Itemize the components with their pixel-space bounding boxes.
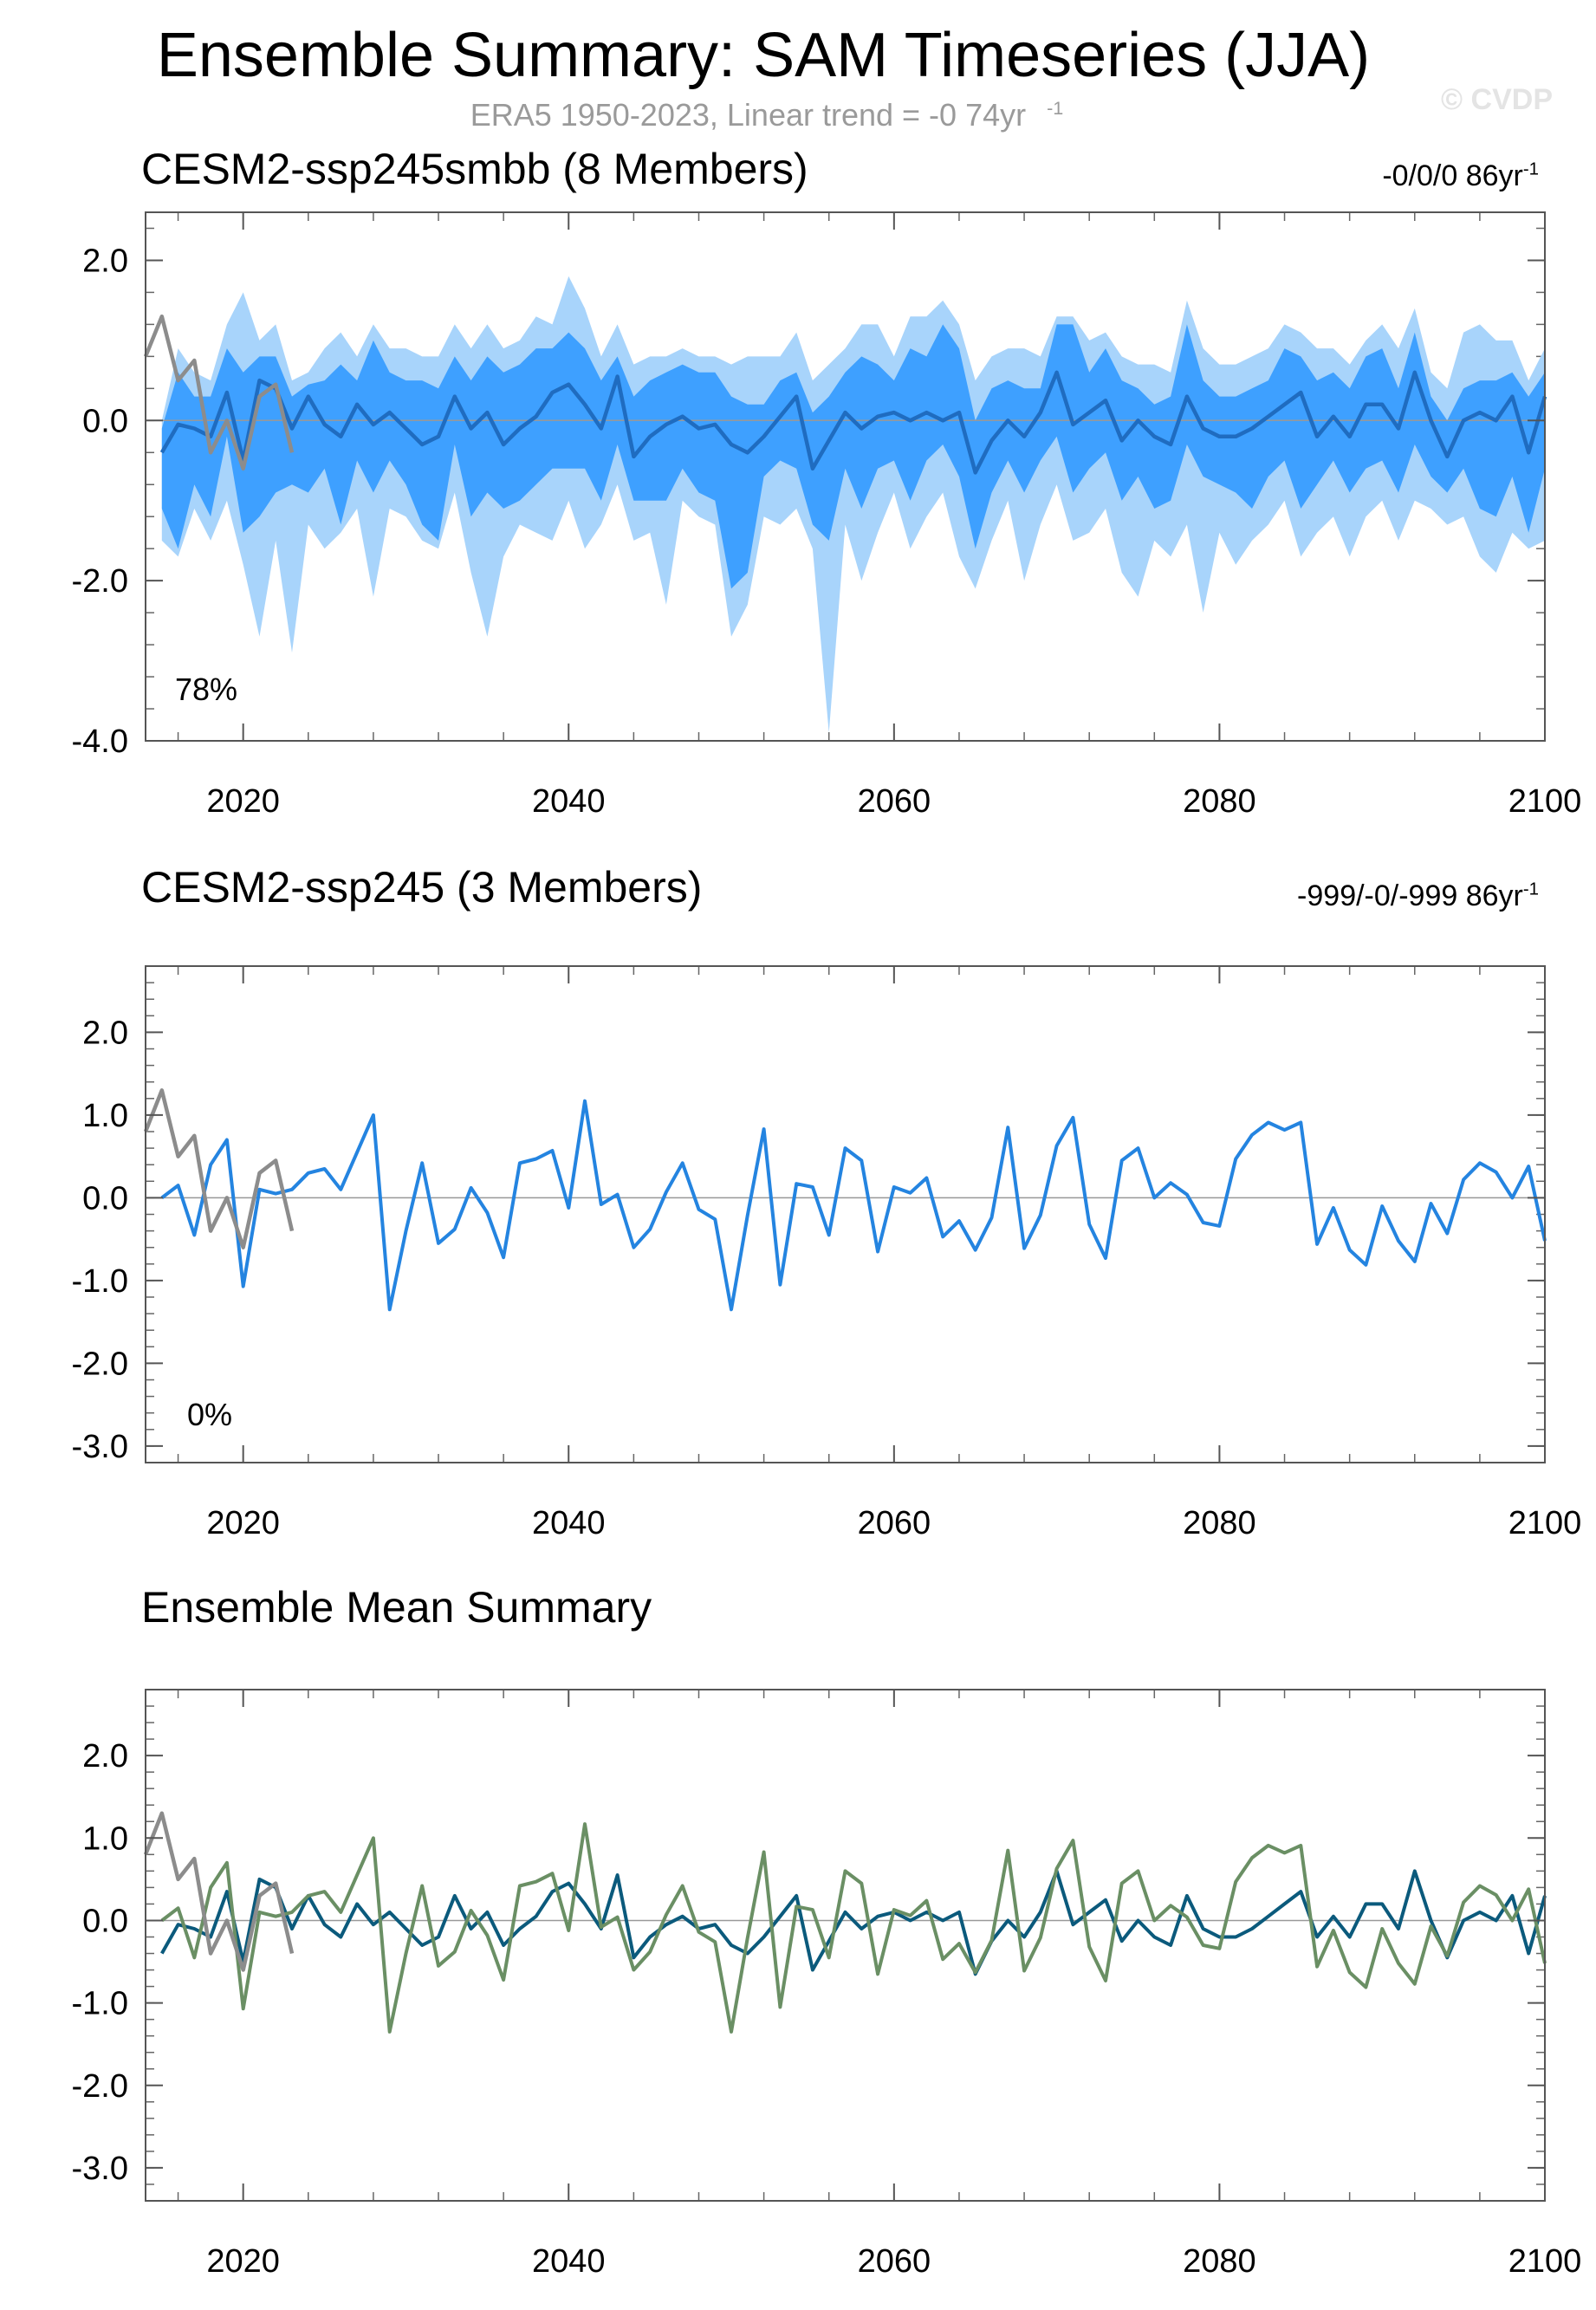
observation-line-era5 <box>143 1088 295 1249</box>
panel-trend-ssp245-sup: -1 <box>1522 879 1539 899</box>
y-tick-label: -3.0 <box>72 1429 128 1465</box>
x-tick-label: 2060 <box>858 1505 931 1541</box>
x-tick-label: 2080 <box>1183 1505 1256 1541</box>
panel-trend-smbb-text: -0/0/0 86yr <box>1382 159 1523 192</box>
y-tick-label: 2.0 <box>82 1015 128 1051</box>
percent-label: 0% <box>187 1397 232 1432</box>
y-tick-label: -2.0 <box>72 2068 128 2105</box>
y-tick-label: 0.0 <box>82 403 128 439</box>
series-line-mean <box>159 370 1547 475</box>
panel-mean: 2.0 1.0 0.0 -1.0 -2.0 -3.0 2020 2040 2060 2080 210… <box>72 1689 1582 2280</box>
y-tick-label: 0.0 <box>82 1903 128 1939</box>
y-tick-label: 0.0 <box>82 1180 128 1217</box>
observation-line-era5 <box>143 314 295 471</box>
x-tick-label: 2040 <box>532 2243 606 2280</box>
x-tick-label: 2080 <box>1183 2243 1256 2280</box>
x-tick-label: 2020 <box>206 1505 280 1541</box>
x-tick-label: 2020 <box>206 2243 280 2280</box>
plot-frame <box>145 211 1546 742</box>
chart-subtitle-sup: -1 <box>1047 97 1064 119</box>
x-tick-label: 2060 <box>858 2243 931 2280</box>
copyright-watermark: © CVDP <box>1441 83 1553 116</box>
x-tick-label: 2080 <box>1183 783 1256 820</box>
chart-subtitle-inner: ERA5 1950-2023, Linear trend = -0 74yr -1 <box>470 97 1064 133</box>
x-tick-label: 2100 <box>1508 2243 1582 2280</box>
chart-subtitle: ERA5 1950-2023, Linear trend = -0 74yr -1 <box>0 97 1596 133</box>
series-line-member <box>160 1099 1547 1312</box>
plot-frame <box>145 1689 1546 2202</box>
plot-frame <box>145 965 1546 1463</box>
panel-trend-smbb: -0/0/0 86yr-1 <box>1382 159 1539 193</box>
spread-band-outer <box>161 276 1545 733</box>
panel-title-ssp245: CESM2-ssp245 (3 Members) <box>141 863 703 912</box>
y-tick-label: -4.0 <box>72 723 128 760</box>
series-line-mean_smbb <box>160 1869 1547 1976</box>
panel-ssp245: 2.0 1.0 0.0 -1.0 -2.0 -3.0 2020 2040 2060 2080 210… <box>72 965 1582 1541</box>
chart-title-text: Ensemble Summary: SAM Timeseries (JJA) <box>156 21 1371 90</box>
series-line-mean_ssp245 <box>160 1822 1547 2034</box>
panel-trend-ssp245-text: -999/-0/-999 86yr <box>1297 879 1523 912</box>
observation-line-era5 <box>143 1811 295 1972</box>
y-tick-label: 1.0 <box>82 1820 128 1857</box>
y-tick-label: -3.0 <box>72 2151 128 2187</box>
y-tick-label: 2.0 <box>82 243 128 279</box>
panel-trend-smbb-sup: -1 <box>1522 159 1539 179</box>
y-tick-label: -1.0 <box>72 1263 128 1300</box>
y-tick-label: 2.0 <box>82 1738 128 1775</box>
panel-title-smbb: CESM2-ssp245smbb (8 Members) <box>141 145 808 193</box>
y-tick-label: -2.0 <box>72 563 128 600</box>
x-tick-label: 2020 <box>206 783 280 820</box>
panel-smbb: 2.0 0.0 -2.0 -4.0 2020 2040 2060 2080 2100 78% <box>72 211 1582 820</box>
chart-title: Ensemble Summary: SAM Timeseries (JJA) <box>0 19 1596 92</box>
y-tick-label: 1.0 <box>82 1098 128 1134</box>
x-tick-label: 2100 <box>1508 1505 1582 1541</box>
panel-trend-ssp245: -999/-0/-999 86yr-1 <box>1297 879 1539 913</box>
percent-label: 78% <box>175 672 237 707</box>
chart-subtitle-text: ERA5 1950-2023, Linear trend = -0 74yr <box>470 97 1027 133</box>
panel-title-mean: Ensemble Mean Summary <box>141 1583 652 1632</box>
x-tick-label: 2040 <box>532 783 606 820</box>
y-tick-label: -2.0 <box>72 1346 128 1382</box>
spread-band-inner <box>161 324 1545 589</box>
x-tick-label: 2040 <box>532 1505 606 1541</box>
y-tick-label: -1.0 <box>72 1986 128 2022</box>
x-tick-label: 2060 <box>858 783 931 820</box>
x-tick-label: 2100 <box>1508 783 1582 820</box>
